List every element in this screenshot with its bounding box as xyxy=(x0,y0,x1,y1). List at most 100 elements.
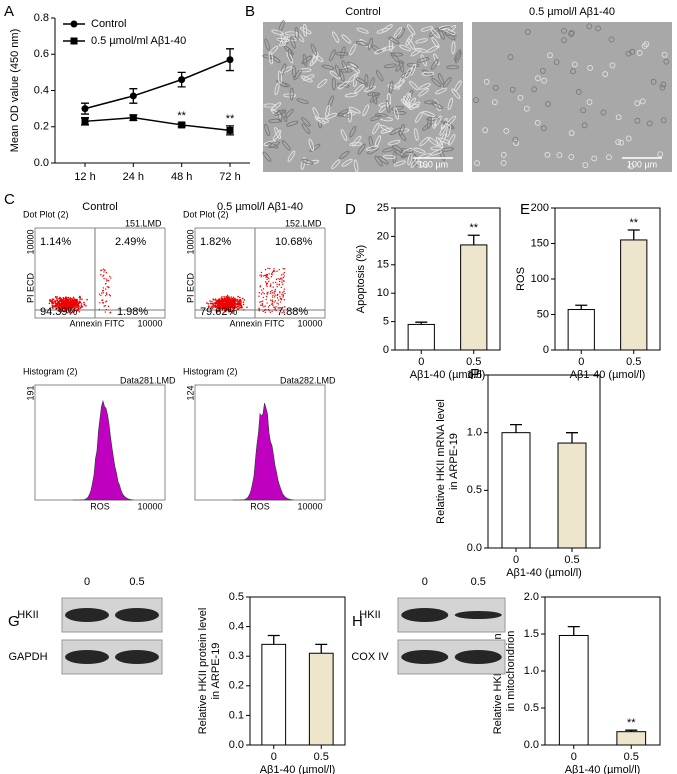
y-tick-label: 0.0 xyxy=(467,542,482,554)
event xyxy=(212,306,214,309)
cell xyxy=(609,62,616,69)
cell xyxy=(415,38,428,44)
series-line xyxy=(84,116,231,132)
cell xyxy=(409,63,417,76)
event xyxy=(265,298,267,301)
cell xyxy=(435,137,444,149)
event xyxy=(268,277,270,280)
cell xyxy=(388,38,393,52)
cell xyxy=(382,154,396,159)
y-tick-label: 1.0 xyxy=(467,427,482,439)
x-tick-label: 0.5 xyxy=(466,356,481,368)
event xyxy=(58,308,60,311)
event xyxy=(260,301,262,303)
cell xyxy=(524,28,531,35)
event xyxy=(233,305,236,308)
cell xyxy=(317,79,328,89)
cell xyxy=(274,82,280,96)
event xyxy=(282,291,284,294)
cell xyxy=(421,71,435,76)
event xyxy=(211,305,213,307)
event xyxy=(258,310,260,312)
y-tick-label: 0.0 xyxy=(34,157,49,169)
event xyxy=(99,302,101,304)
cell xyxy=(348,73,359,83)
event xyxy=(274,307,276,309)
event xyxy=(59,300,62,303)
bar xyxy=(557,442,587,549)
event xyxy=(63,304,65,307)
event xyxy=(48,302,51,305)
cell xyxy=(428,27,439,37)
x-tick-label: 0 xyxy=(513,554,519,566)
marker xyxy=(81,105,89,113)
event xyxy=(62,298,65,301)
event xyxy=(102,268,105,270)
cell xyxy=(366,147,379,155)
cell xyxy=(341,60,349,73)
event xyxy=(72,301,74,303)
cell xyxy=(380,116,393,122)
event xyxy=(105,300,108,302)
cell xyxy=(431,77,442,88)
significance: ** xyxy=(627,717,636,729)
event xyxy=(272,282,274,284)
event xyxy=(230,310,233,313)
event xyxy=(65,297,67,300)
event xyxy=(108,280,110,282)
event xyxy=(219,308,222,311)
cell xyxy=(329,70,341,80)
cell xyxy=(568,29,575,36)
cell xyxy=(473,97,479,104)
event xyxy=(276,297,279,299)
band-label: GAPDH xyxy=(8,651,47,663)
micrograph xyxy=(263,22,463,172)
cell xyxy=(354,84,365,94)
cell xyxy=(384,63,397,69)
event xyxy=(61,304,63,306)
cell xyxy=(374,155,383,167)
cell xyxy=(274,109,287,116)
quadrant-label: 94.39% xyxy=(40,306,78,318)
event xyxy=(214,299,217,301)
event xyxy=(221,304,223,306)
cell xyxy=(278,20,285,33)
event xyxy=(282,280,285,282)
cell xyxy=(437,73,445,86)
event xyxy=(65,301,67,304)
event xyxy=(79,301,82,304)
event xyxy=(283,271,286,274)
event xyxy=(76,310,78,312)
cell xyxy=(321,64,335,70)
cell xyxy=(380,124,392,133)
event xyxy=(271,301,274,303)
cell xyxy=(608,36,615,43)
cell xyxy=(390,52,404,57)
cell xyxy=(451,41,456,55)
cell xyxy=(399,59,404,73)
cell xyxy=(625,135,632,142)
cell xyxy=(344,92,358,98)
quadrant-label: 79.62% xyxy=(200,306,238,318)
event xyxy=(279,296,281,298)
band-label: HKII xyxy=(17,609,38,621)
event xyxy=(76,303,78,306)
cell xyxy=(375,70,384,82)
cell xyxy=(634,100,641,107)
error-bar xyxy=(267,634,280,645)
cell xyxy=(397,130,407,141)
event xyxy=(240,304,243,307)
cell xyxy=(424,100,438,105)
cell xyxy=(657,151,664,158)
file-name: 152.LMD xyxy=(285,218,322,228)
event xyxy=(282,276,285,279)
y-tick-label: 100 xyxy=(531,273,549,285)
event xyxy=(263,292,265,295)
event xyxy=(55,307,57,310)
event xyxy=(223,295,225,298)
cell xyxy=(281,140,291,151)
event xyxy=(83,301,85,304)
cell xyxy=(340,129,348,141)
scale-label: 100 µm xyxy=(627,159,657,169)
cell xyxy=(419,83,431,90)
